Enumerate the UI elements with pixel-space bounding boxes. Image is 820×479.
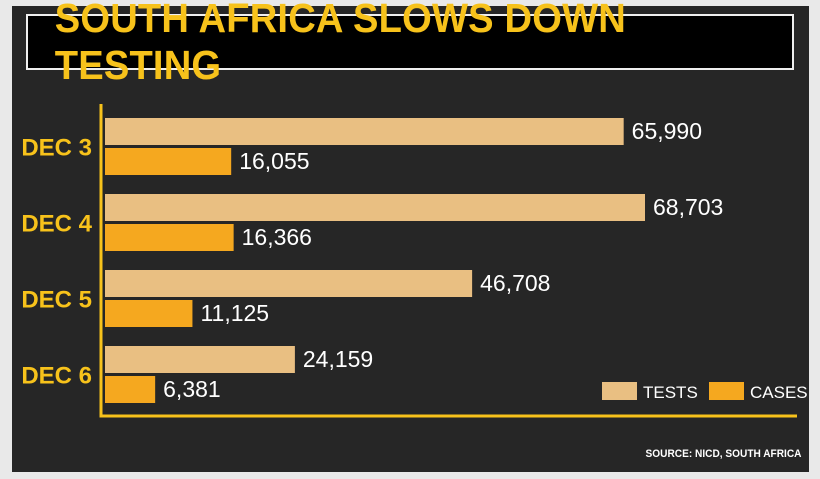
tests-bar [105,270,473,297]
value-label: 68,703 [653,194,723,220]
value-label: 46,708 [480,270,550,296]
category-label: DEC 6 [21,363,92,390]
legend-tests-label: TESTS [643,383,698,402]
category-label: DEC 4 [21,211,92,238]
value-label: 11,125 [200,300,269,326]
tests-bar [105,194,645,221]
legend-tests-swatch [602,382,637,400]
tests-bar [105,118,624,145]
source-note: SOURCE: NICD, SOUTH AFRICA [645,448,801,460]
category-label: DEC 5 [21,287,92,314]
cases-bar [105,224,234,251]
value-label: 24,159 [303,346,373,372]
title-bar: SOUTH AFRICA SLOWS DOWN TESTING [26,0,794,88]
cases-bar [105,376,156,403]
value-label: 16,366 [242,224,312,250]
value-label: 16,055 [239,148,309,174]
cases-bar [105,300,193,327]
bar-chart: DEC 3 65,990 16,055 DEC 4 68,703 16,366 DEC 5 4… [21,104,808,418]
legend-cases-swatch [709,382,744,400]
tests-bar [105,346,295,373]
category-label: DEC 3 [21,135,92,162]
cases-bar [105,148,232,175]
chart-title: SOUTH AFRICA SLOWS DOWN TESTING [54,0,626,88]
value-label: 65,990 [632,118,702,144]
legend-cases-label: CASES [750,383,808,402]
chart-panel: SOUTH AFRICA SLOWS DOWN TESTING DEC 3 65,… [12,0,809,472]
value-label: 6,381 [163,376,221,402]
